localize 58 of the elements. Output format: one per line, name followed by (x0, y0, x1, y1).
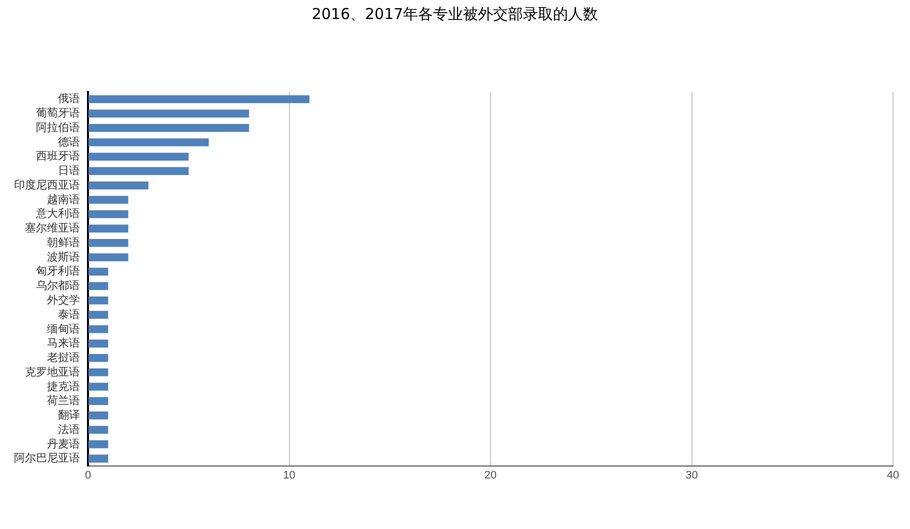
y-tick-label: 波斯语 (47, 250, 80, 264)
y-tick-label: 阿拉伯语 (36, 122, 80, 134)
bar (88, 167, 189, 176)
y-tick-label: 意大利语 (35, 207, 80, 220)
bar (88, 310, 108, 319)
x-tick-label: 20 (484, 469, 497, 482)
bar (88, 382, 108, 391)
bar (88, 138, 209, 146)
x-tick-label: 40 (886, 469, 900, 482)
bar (88, 253, 128, 262)
x-tick-label: 30 (686, 469, 698, 482)
bar (88, 268, 108, 276)
y-tick-label: 丹麦语 (47, 437, 80, 450)
chart-title: 2016、2017年各专业被外交部录取的人数 (310, 4, 600, 25)
bar (88, 340, 108, 348)
x-tick-label: 0 (84, 469, 92, 482)
y-tick-label: 朝鲜语 (47, 236, 80, 249)
bar (88, 397, 108, 406)
bar (88, 196, 128, 204)
y-tick-label: 捷克语 (47, 380, 80, 393)
y-tick-label: 塞尔维亚语 (25, 222, 80, 235)
x-tick-label: 10 (283, 469, 296, 482)
y-tick-label: 泰语 (58, 308, 80, 321)
bar (88, 368, 108, 376)
bar (88, 426, 108, 434)
y-tick-label: 越南语 (47, 192, 80, 206)
bar (88, 296, 108, 304)
y-tick-label: 乌尔都语 (36, 279, 80, 292)
bar (88, 440, 108, 448)
y-tick-label: 俄语 (58, 93, 80, 106)
bar (88, 224, 128, 233)
y-tick-label: 法语 (58, 422, 80, 436)
y-tick-label: 印度尼西亚语 (14, 178, 80, 192)
y-tick-label: 翻译 (58, 408, 80, 422)
y-tick-label: 匈牙利语 (36, 264, 80, 278)
bar (88, 239, 128, 247)
bar (88, 354, 108, 362)
y-tick-label: 克罗地亚语 (25, 365, 80, 378)
y-tick-label: 马来语 (47, 336, 80, 350)
bar (88, 181, 148, 190)
y-tick-label: 阿尔巴尼亚语 (14, 452, 80, 465)
y-tick-label: 葡萄牙语 (36, 106, 80, 120)
y-tick-label: 西班牙语 (36, 150, 80, 163)
bar (88, 95, 310, 104)
y-tick-label: 荷兰语 (47, 394, 80, 408)
bar (88, 412, 108, 420)
y-tick-label: 缅甸语 (47, 323, 80, 336)
y-tick-label: 老挝语 (47, 351, 80, 364)
y-tick-label: 德语 (58, 136, 80, 148)
bar (88, 110, 249, 118)
bar (88, 325, 108, 334)
bar (88, 282, 108, 290)
bar (88, 124, 249, 132)
bar (88, 454, 108, 463)
y-tick-label: 外交学 (47, 293, 80, 306)
bar (88, 210, 128, 218)
bar (88, 152, 189, 161)
y-tick-label: 日语 (58, 165, 80, 178)
